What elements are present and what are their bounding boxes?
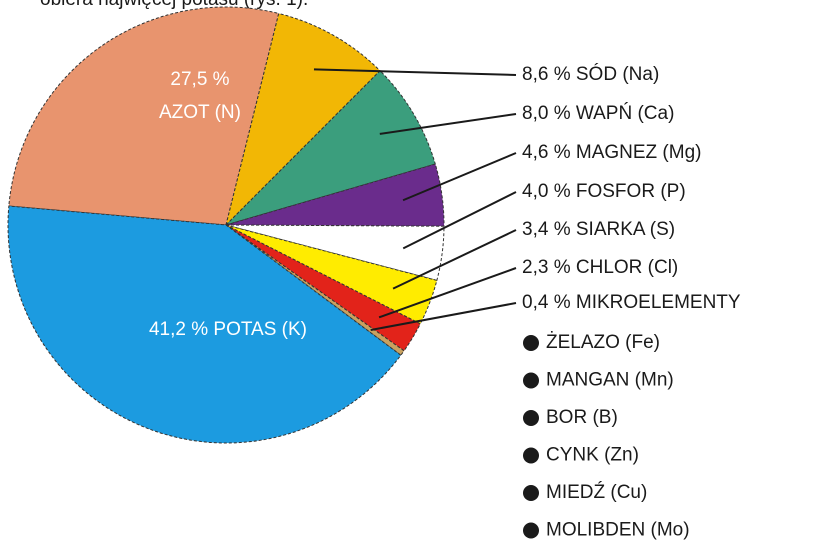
outside-label: 8,6 % SÓD (Na) xyxy=(522,63,659,85)
sub-item: ŻELAZO (Fe) xyxy=(546,332,660,353)
bullet xyxy=(523,410,539,426)
category-label: MAGNEZ (Mg) xyxy=(576,142,702,163)
leader-line xyxy=(402,191,517,250)
sub-item: MIEDŹ (Cu) xyxy=(546,482,647,503)
value-label: 8,6 % xyxy=(522,64,571,85)
outside-label: 2,3 % CHLOR (Cl) xyxy=(522,257,678,278)
value-label: 4,6 % xyxy=(522,142,571,163)
value-label: 8,0 % xyxy=(522,103,571,124)
category-label: CHLOR (Cl) xyxy=(576,257,678,278)
leader-line xyxy=(392,229,517,290)
pie-slice xyxy=(225,224,438,325)
bullet xyxy=(523,522,539,539)
pie-slice xyxy=(8,6,280,226)
outside-label: 0,4 % MIKROELEMENTY xyxy=(522,292,741,313)
outside-label: 3,4 % SIARKA (S) xyxy=(522,219,675,240)
category-label: WAPŃ (Ca) xyxy=(576,103,675,124)
bullet xyxy=(523,447,539,464)
value-label: 0,4 % xyxy=(522,292,571,313)
value-label: 2,3 % xyxy=(522,257,571,278)
pie-slice xyxy=(225,163,445,227)
category-label: FOSFOR (P) xyxy=(576,181,686,202)
category-label: SIARKA (S) xyxy=(576,219,675,240)
outside-label: 4,6 % MAGNEZ (Mg) xyxy=(522,142,701,163)
pie-slice xyxy=(225,70,436,226)
leader-line xyxy=(379,113,517,135)
slice-label: 41,2 % POTAS (K) xyxy=(149,319,307,340)
value-label: 4,0 % xyxy=(522,181,571,202)
leader-line xyxy=(313,68,517,76)
slice-label: AZOT (N) xyxy=(159,102,241,123)
leader-line xyxy=(402,152,517,202)
bullet xyxy=(523,372,539,389)
sub-item: MANGAN (Mn) xyxy=(546,370,674,391)
pie-slice xyxy=(225,224,421,352)
value-label: 41,2 % xyxy=(149,319,208,340)
outside-label: 8,0 % WAPŃ (Ca) xyxy=(522,103,674,124)
sub-item: MOLIBDEN (Mo) xyxy=(546,520,690,540)
leader-line xyxy=(378,267,517,319)
header-text: obiera najwięcej potasu (rys. 1). xyxy=(40,0,308,10)
leader-line xyxy=(370,302,517,331)
category-label: POTAS (K) xyxy=(213,319,307,340)
outside-label: 4,0 % FOSFOR (P) xyxy=(522,181,686,202)
bullet xyxy=(523,335,539,351)
bullet xyxy=(523,485,539,501)
value-label: 3,4 % xyxy=(522,219,571,240)
sub-item: CYNK (Zn) xyxy=(546,445,639,466)
pie-slice xyxy=(7,205,402,444)
slice-label: 27,5 % xyxy=(170,69,229,90)
category-label: MIKROELEMENTY xyxy=(576,292,741,313)
pie-slice xyxy=(225,12,381,227)
category-label: SÓD (Na) xyxy=(576,63,659,85)
sub-item: BOR (B) xyxy=(546,407,618,428)
